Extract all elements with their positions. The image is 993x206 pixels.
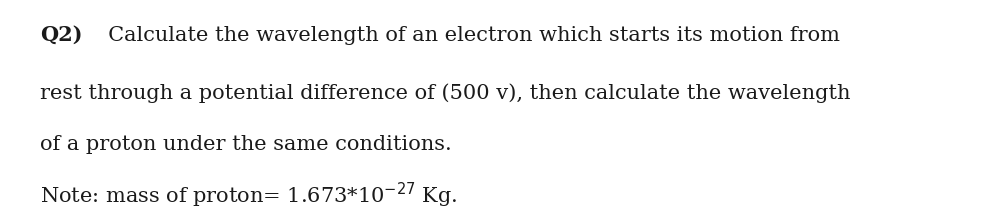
Text: Q2): Q2) xyxy=(40,25,82,45)
Text: of a proton under the same conditions.: of a proton under the same conditions. xyxy=(40,135,452,154)
Text: Note: mass of proton= 1.673*10$^{-27}$ Kg.: Note: mass of proton= 1.673*10$^{-27}$ K… xyxy=(40,181,458,206)
Text: rest through a potential difference of (500 v), then calculate the wavelength: rest through a potential difference of (… xyxy=(40,83,850,103)
Text: Calculate the wavelength of an electron which starts its motion from: Calculate the wavelength of an electron … xyxy=(94,26,839,44)
